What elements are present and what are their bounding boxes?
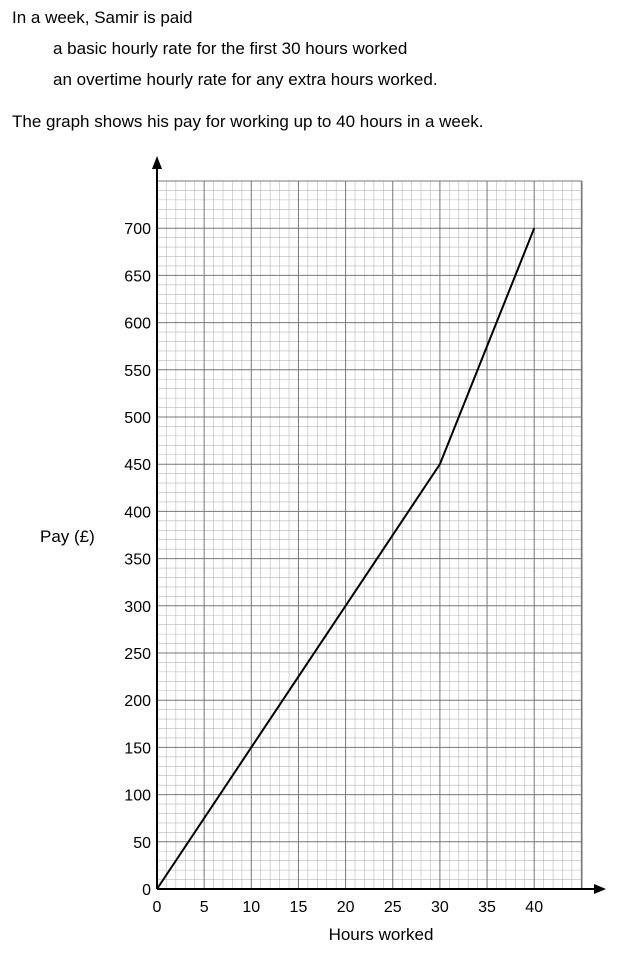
tick-labels: 0 5 10 15 20 25 30 35 40050100150200250300350400… (124, 221, 543, 916)
y-tick-label: 650 (124, 268, 151, 285)
x-axis-arrowhead (594, 884, 606, 894)
y-tick-label: 350 (124, 552, 151, 569)
y-tick-label: 150 (124, 740, 151, 757)
x-axis-label: Hours worked (329, 925, 434, 944)
x-tick-label: 30 (431, 899, 449, 916)
x-tick-label: 25 (384, 899, 402, 916)
y-tick-label: 300 (124, 599, 151, 616)
minor-gridlines (157, 181, 582, 889)
series (156, 227, 536, 890)
x-tick-label: 5 (200, 899, 209, 916)
y-tick-label: 250 (124, 646, 151, 663)
intro-text: In a week, Samir is paid (12, 8, 193, 27)
y-tick-label: 50 (133, 835, 151, 852)
axes (152, 156, 606, 894)
y-axis-arrowhead (152, 156, 162, 169)
condition-overtime-rate: an overtime hourly rate for any extra ho… (53, 70, 438, 89)
y-tick-label: 400 (124, 504, 151, 521)
condition-basic-rate: a basic hourly rate for the first 30 hou… (53, 39, 408, 58)
y-tick-label: 550 (124, 363, 151, 380)
x-tick-label: 35 (478, 899, 496, 916)
y-tick-label: 200 (124, 693, 151, 710)
pay-line (156, 227, 536, 890)
graph-description: The graph shows his pay for working up t… (12, 112, 484, 131)
x-tick-label: 15 (290, 899, 308, 916)
x-tick-label: 0 (153, 899, 162, 916)
y-tick-label: 0 (142, 882, 151, 899)
y-tick-label: 600 (124, 316, 151, 333)
major-gridlines (156, 180, 583, 890)
y-tick-label: 500 (124, 410, 151, 427)
y-tick-label: 100 (124, 788, 151, 805)
y-tick-label: 700 (124, 221, 151, 238)
x-tick-label: 20 (337, 899, 355, 916)
x-tick-label: 10 (242, 899, 260, 916)
y-tick-label: 450 (124, 457, 151, 474)
x-tick-label: 40 (525, 899, 543, 916)
y-axis-label: Pay (£) (40, 527, 95, 546)
